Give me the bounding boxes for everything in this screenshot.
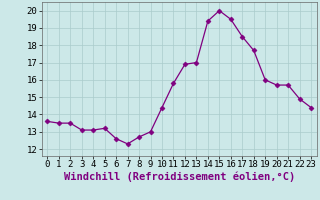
X-axis label: Windchill (Refroidissement éolien,°C): Windchill (Refroidissement éolien,°C) <box>64 172 295 182</box>
